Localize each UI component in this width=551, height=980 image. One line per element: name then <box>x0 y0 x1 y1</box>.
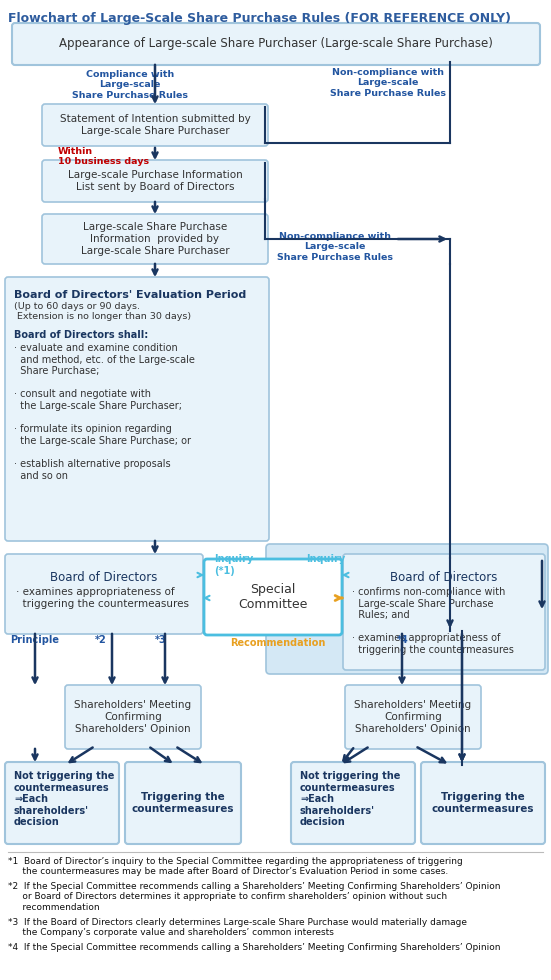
Text: (Up to 60 days or 90 days.
 Extension is no longer than 30 days): (Up to 60 days or 90 days. Extension is … <box>14 302 191 321</box>
FancyBboxPatch shape <box>42 160 268 202</box>
FancyBboxPatch shape <box>65 685 201 749</box>
Text: · evaluate and examine condition
  and method, etc. of the Large-scale
  Share P: · evaluate and examine condition and met… <box>14 343 195 480</box>
FancyBboxPatch shape <box>12 23 540 65</box>
Text: Flowchart of Large-Scale Share Purchase Rules (FOR REFERENCE ONLY): Flowchart of Large-Scale Share Purchase … <box>8 12 511 25</box>
Text: Inquiry: Inquiry <box>306 554 345 564</box>
Text: Not triggering the
countermeasures
⇒Each
shareholders'
decision: Not triggering the countermeasures ⇒Each… <box>300 771 401 827</box>
Text: Within
10 business days: Within 10 business days <box>58 147 149 167</box>
Text: Non-compliance with
Large-scale
Share Purchase Rules: Non-compliance with Large-scale Share Pu… <box>330 68 446 98</box>
FancyBboxPatch shape <box>5 277 269 541</box>
Text: Special
Committee: Special Committee <box>239 583 307 611</box>
FancyBboxPatch shape <box>421 762 545 844</box>
Text: *4  If the Special Committee recommends calling a Shareholders’ Meeting Confirmi: *4 If the Special Committee recommends c… <box>8 943 500 952</box>
Text: Large-scale Share Purchase
Information  provided by
Large-scale Share Purchaser: Large-scale Share Purchase Information p… <box>80 222 229 256</box>
Text: *4: *4 <box>397 635 409 645</box>
Text: Inquiry
(*1): Inquiry (*1) <box>214 554 253 575</box>
FancyBboxPatch shape <box>5 762 119 844</box>
Text: Recommendation: Recommendation <box>230 638 326 648</box>
Text: Statement of Intention submitted by
Large-scale Share Purchaser: Statement of Intention submitted by Larg… <box>60 115 250 136</box>
FancyBboxPatch shape <box>266 544 548 674</box>
Text: *3: *3 <box>155 635 167 645</box>
Text: *3  If the Board of Directors clearly determines Large-scale Share Purchase woul: *3 If the Board of Directors clearly det… <box>8 918 467 938</box>
Text: Compliance with
Large-scale
Share Purchase Rules: Compliance with Large-scale Share Purcha… <box>72 70 188 100</box>
Text: Appearance of Large-scale Share Purchaser (Large-scale Share Purchase): Appearance of Large-scale Share Purchase… <box>59 37 493 51</box>
FancyBboxPatch shape <box>125 762 241 844</box>
Text: Triggering the
countermeasures: Triggering the countermeasures <box>132 792 234 813</box>
Text: Board of Directors shall:: Board of Directors shall: <box>14 330 148 340</box>
Text: Not triggering the
countermeasures
⇒Each
shareholders'
decision: Not triggering the countermeasures ⇒Each… <box>14 771 115 827</box>
FancyBboxPatch shape <box>291 762 415 844</box>
FancyBboxPatch shape <box>42 104 268 146</box>
FancyBboxPatch shape <box>204 559 342 635</box>
Text: *1  Board of Director’s inquiry to the Special Committee regarding the appropria: *1 Board of Director’s inquiry to the Sp… <box>8 857 463 876</box>
Text: Board of Directors: Board of Directors <box>50 571 158 584</box>
Text: · examines appropriateness of
  triggering the countermeasures: · examines appropriateness of triggering… <box>16 587 189 609</box>
Text: Board of Directors' Evaluation Period: Board of Directors' Evaluation Period <box>14 290 246 300</box>
FancyBboxPatch shape <box>42 214 268 264</box>
Text: Non-compliance with
Large-scale
Share Purchase Rules: Non-compliance with Large-scale Share Pu… <box>277 232 393 262</box>
Text: Board of Directors: Board of Directors <box>390 571 498 584</box>
Text: Principle: Principle <box>10 635 59 645</box>
Text: Large-scale Purchase Information
List sent by Board of Directors: Large-scale Purchase Information List se… <box>68 171 242 192</box>
Text: Shareholders' Meeting
Confirming
Shareholders' Opinion: Shareholders' Meeting Confirming Shareho… <box>74 701 192 734</box>
Text: · confirms non-compliance with
  Large-scale Share Purchase
  Rules; and

· exam: · confirms non-compliance with Large-sca… <box>352 587 514 655</box>
FancyBboxPatch shape <box>5 554 203 634</box>
Text: Triggering the
countermeasures: Triggering the countermeasures <box>432 792 534 813</box>
FancyBboxPatch shape <box>345 685 481 749</box>
Text: *2: *2 <box>95 635 107 645</box>
Text: *2  If the Special Committee recommends calling a Shareholders’ Meeting Confirmi: *2 If the Special Committee recommends c… <box>8 882 500 911</box>
FancyBboxPatch shape <box>343 554 545 670</box>
Text: Shareholders' Meeting
Confirming
Shareholders' Opinion: Shareholders' Meeting Confirming Shareho… <box>354 701 472 734</box>
